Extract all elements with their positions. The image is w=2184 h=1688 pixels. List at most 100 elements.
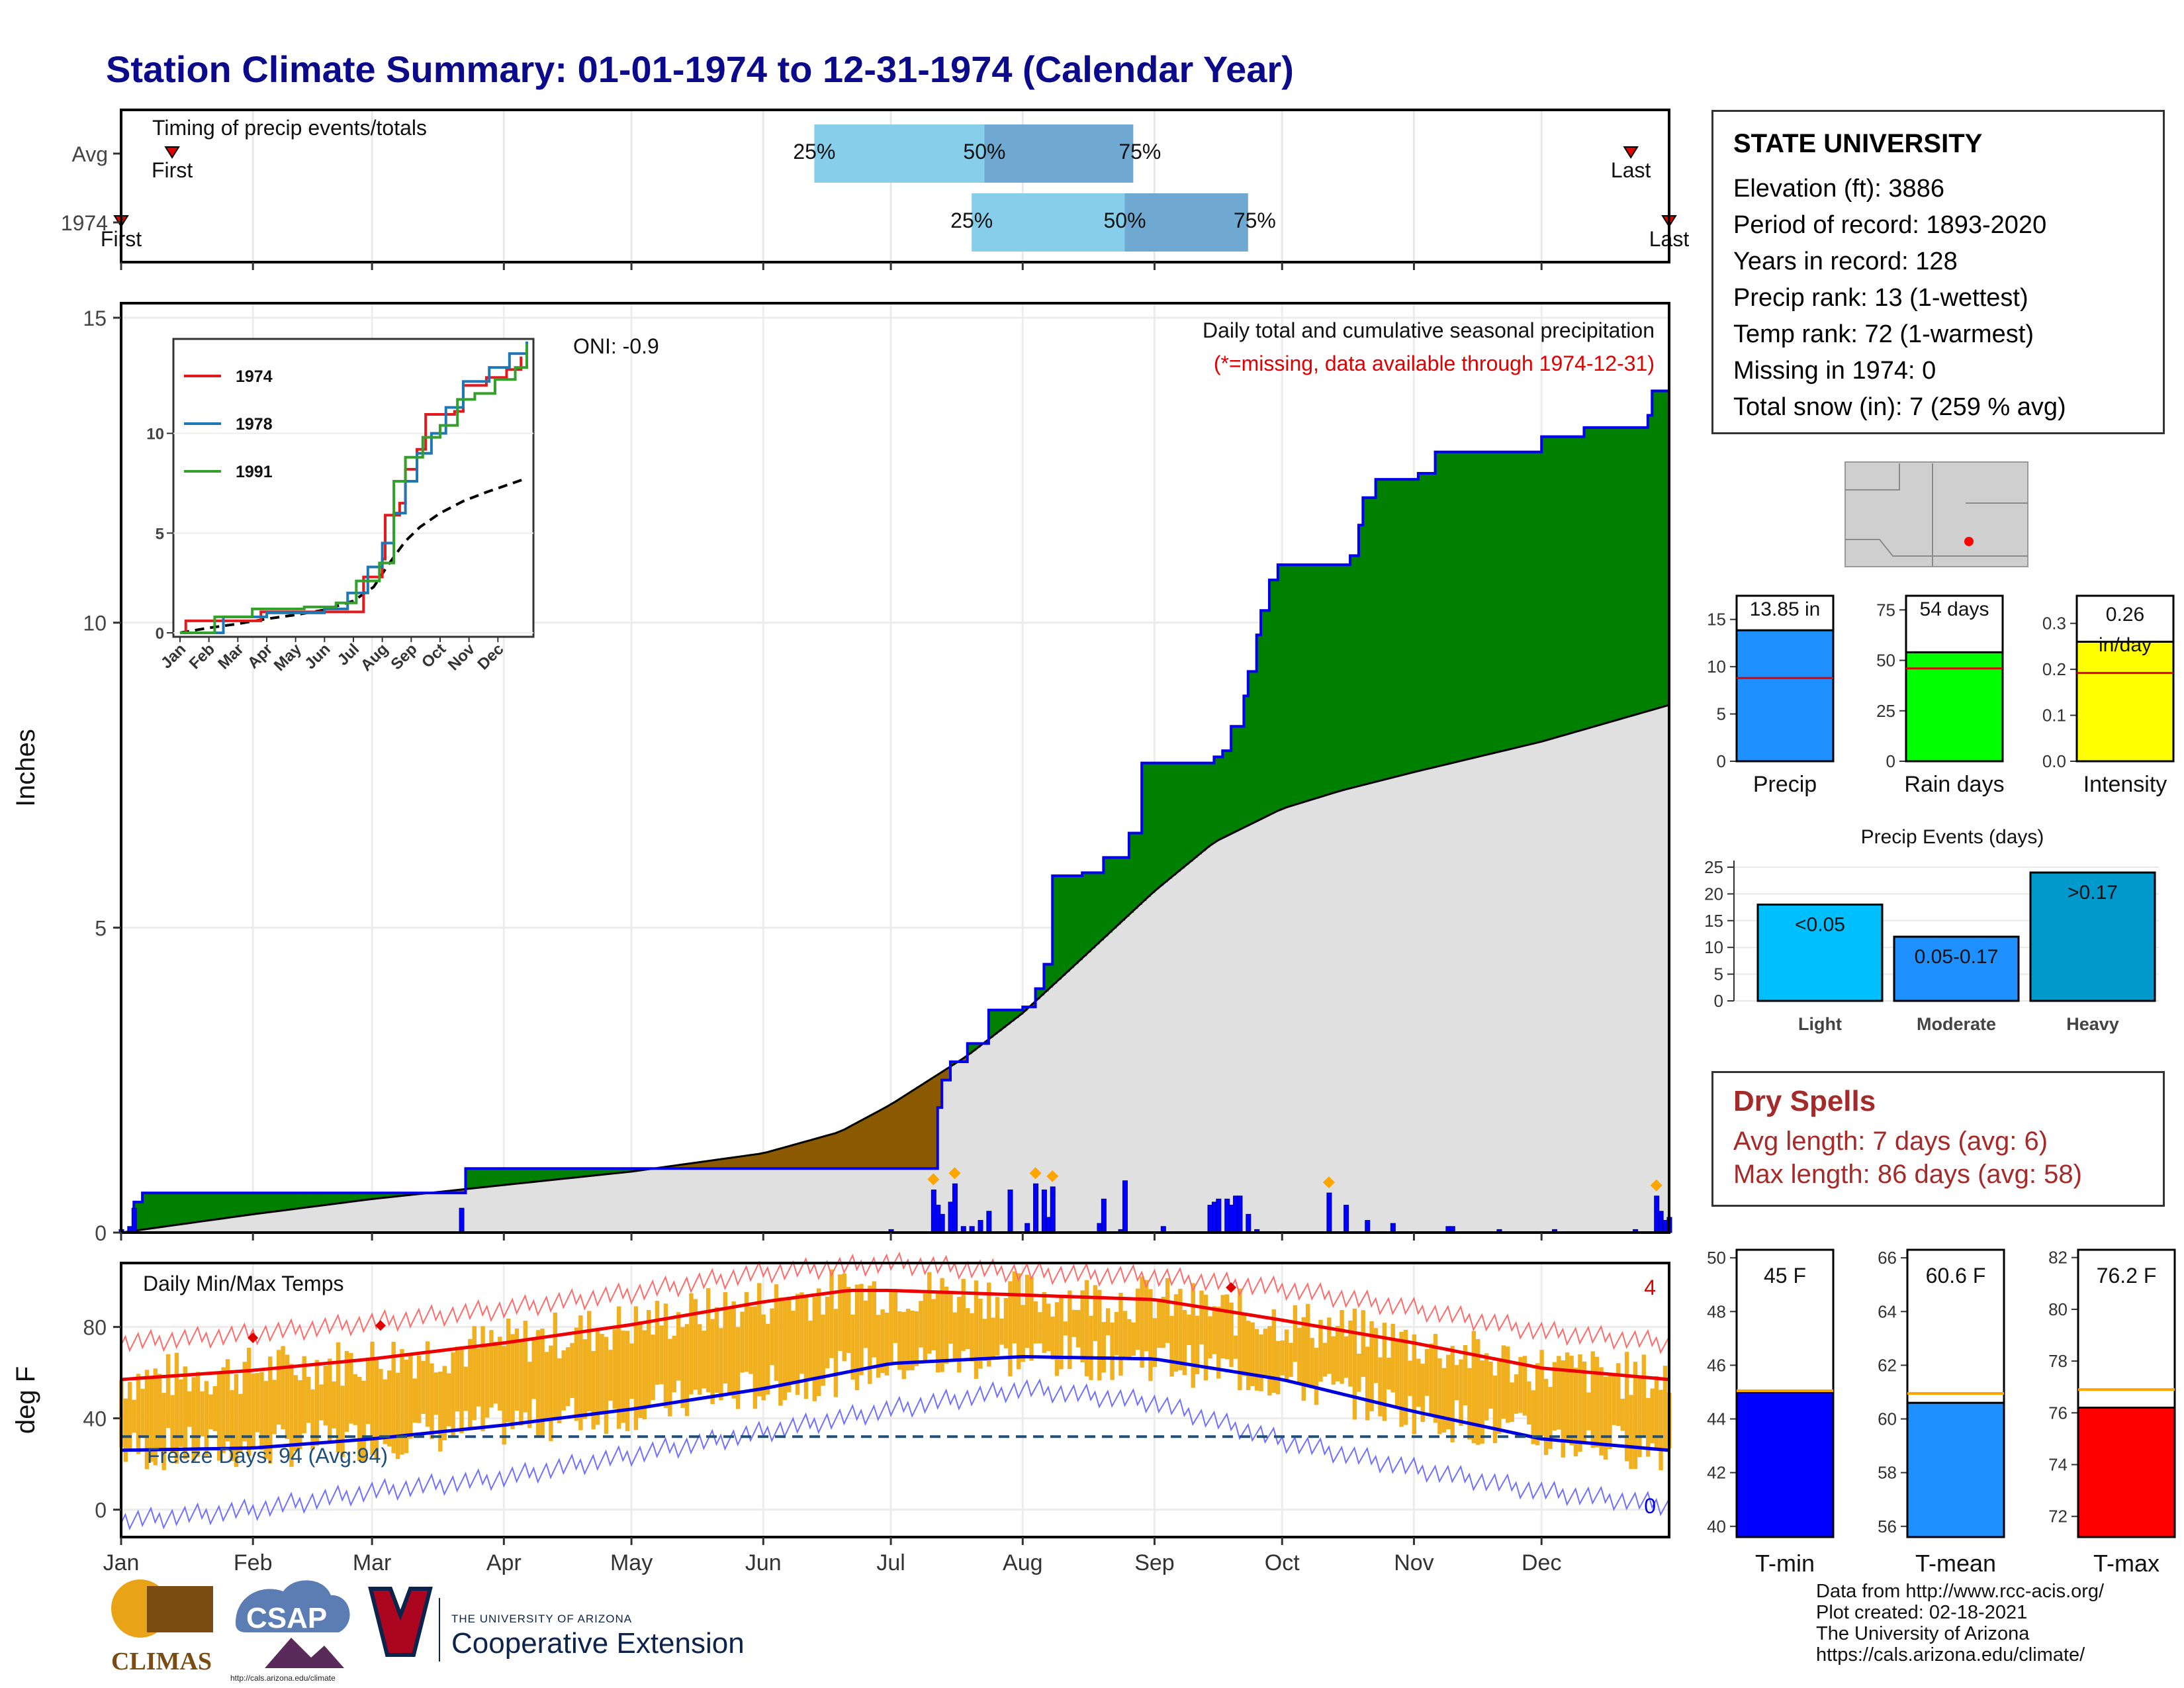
daily-temp-bar xyxy=(1573,1368,1578,1457)
daily-temp-bar xyxy=(128,1382,132,1450)
events-y-tick-label: 0 xyxy=(1714,991,1723,1011)
daily-temp-bar xyxy=(1543,1379,1549,1455)
above-average-fill xyxy=(1252,671,1257,823)
daily-temp-bar xyxy=(897,1311,902,1370)
above-average-fill xyxy=(631,1168,637,1172)
daily-temp-bar xyxy=(1271,1309,1276,1393)
above-average-fill xyxy=(1592,427,1598,727)
station-period: Period of record: 1893-2020 xyxy=(1733,211,2047,239)
above-average-fill xyxy=(555,1168,560,1180)
above-average-fill xyxy=(155,1193,160,1228)
daily-temp-bar xyxy=(1127,1319,1132,1359)
above-average-fill xyxy=(602,1168,607,1175)
daily-temp-bar xyxy=(787,1299,792,1393)
above-average-fill xyxy=(623,1168,628,1172)
dry-spells-box: Dry Spells Avg length: 7 days (avg: 6) M… xyxy=(1711,1071,2165,1207)
above-average-fill xyxy=(972,1043,977,1051)
daily-temp-bar xyxy=(1169,1315,1174,1377)
daily-temp-bar xyxy=(1246,1321,1251,1390)
daily-temp-bar xyxy=(302,1356,306,1434)
daily-temp-bar xyxy=(1340,1309,1344,1384)
above-average-fill xyxy=(1490,451,1496,753)
daily-temp-bar xyxy=(1165,1278,1170,1343)
daily-precip-bar xyxy=(1246,1213,1251,1233)
station-years: Years in record: 128 xyxy=(1733,248,1958,275)
daily-temp-bar xyxy=(770,1308,774,1366)
inset-y-tick-label: 5 xyxy=(156,525,164,543)
below-average-fill xyxy=(942,1070,947,1080)
first-event-marker xyxy=(164,146,180,159)
tempbar-t-max xyxy=(2077,1407,2176,1538)
daily-temp-bar xyxy=(476,1348,481,1407)
above-average-fill xyxy=(1558,436,1563,737)
daily-temp-bar xyxy=(484,1345,490,1418)
daily-temp-bar xyxy=(1612,1376,1617,1425)
above-average-fill xyxy=(627,1168,632,1172)
daily-temp-bar xyxy=(263,1381,269,1460)
above-average-fill xyxy=(1447,451,1453,764)
above-average-fill xyxy=(1537,451,1542,743)
above-average-fill xyxy=(1023,1007,1028,1011)
mini-y-tick-label: 0.3 xyxy=(2042,614,2066,633)
daily-temp-bar xyxy=(357,1376,362,1462)
daily-temp-bar xyxy=(1654,1376,1659,1450)
daily-temp-bar xyxy=(1488,1361,1493,1409)
above-average-fill xyxy=(618,1168,623,1173)
below-average-fill xyxy=(809,1139,815,1169)
month-label: Sep xyxy=(1134,1550,1175,1575)
daily-temp-bar xyxy=(259,1372,264,1450)
daily-temp-bar xyxy=(216,1374,222,1461)
above-average-fill xyxy=(542,1168,547,1181)
tempbar-y-tick-label: 44 xyxy=(1707,1409,1726,1429)
above-average-fill xyxy=(1647,415,1653,711)
daily-precip-bar xyxy=(459,1207,465,1233)
tempbar-y-tick-label: 48 xyxy=(1707,1301,1726,1321)
daily-temp-bar xyxy=(1068,1290,1072,1370)
mini-bar-unit-label: in/day xyxy=(2099,634,2152,656)
above-average-fill xyxy=(180,1193,185,1225)
above-average-fill xyxy=(227,1193,232,1218)
above-average-fill xyxy=(1044,964,1049,992)
above-average-fill xyxy=(614,1168,619,1174)
daily-temp-bar xyxy=(642,1330,647,1420)
daily-temp-bar xyxy=(400,1349,404,1455)
below-average-fill xyxy=(457,1190,462,1194)
daily-temp-bar xyxy=(238,1393,243,1452)
above-average-fill xyxy=(1473,451,1479,758)
daily-temp-bar xyxy=(268,1356,273,1464)
above-average-fill xyxy=(1171,763,1177,876)
station-missing: Missing in 1974: 0 xyxy=(1733,357,1936,385)
above-average-fill xyxy=(321,1193,326,1205)
above-average-fill xyxy=(1307,565,1312,800)
above-average-fill xyxy=(1392,479,1398,777)
events-y-tick-label: 15 xyxy=(1704,911,1723,931)
above-average-fill xyxy=(244,1193,250,1215)
daily-temp-bar xyxy=(1390,1323,1395,1393)
daily-temp-bar xyxy=(982,1319,987,1361)
daily-temp-bar xyxy=(880,1309,885,1374)
daily-precip-bar xyxy=(986,1211,992,1233)
below-average-fill xyxy=(461,1189,467,1194)
daily-temp-bar xyxy=(272,1380,277,1434)
inset-legend-label: 1991 xyxy=(236,463,273,481)
below-average-fill xyxy=(754,1154,760,1169)
above-average-fill xyxy=(269,1193,275,1212)
daily-temp-bar xyxy=(1284,1329,1289,1380)
above-average-fill xyxy=(385,1193,390,1197)
daily-temp-bar xyxy=(170,1395,175,1452)
tempbar-value-label: 45 F xyxy=(1764,1264,1806,1288)
daily-temp-bar xyxy=(1608,1374,1612,1450)
above-average-fill xyxy=(1580,436,1585,730)
events-y-tick-label: 25 xyxy=(1704,857,1723,877)
tempbar-y-tick-label: 58 xyxy=(1878,1463,1897,1483)
temp-panel-frame xyxy=(120,1262,1670,1538)
daily-temp-bar xyxy=(1318,1319,1323,1382)
below-average-fill xyxy=(805,1141,811,1169)
station-snow: Total snow (in): 7 (259 % avg) xyxy=(1733,393,2066,421)
daily-temp-bar xyxy=(1412,1334,1417,1434)
oni-label: ONI: -0.9 xyxy=(573,334,659,358)
daily-temp-bar xyxy=(1484,1353,1489,1421)
daily-temp-bar xyxy=(1420,1364,1425,1423)
above-average-fill xyxy=(1439,451,1445,766)
above-average-fill xyxy=(1035,988,1040,1000)
